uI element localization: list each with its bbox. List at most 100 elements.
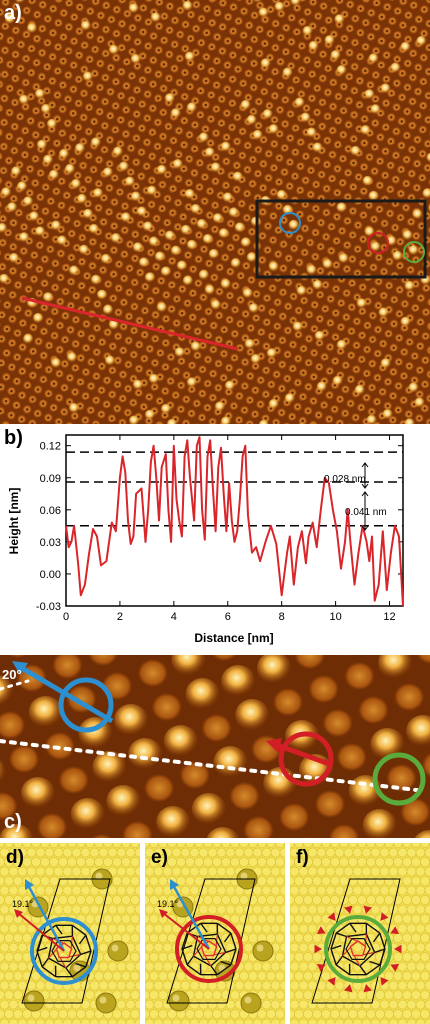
bright-molecule xyxy=(76,193,88,205)
substrate-atom xyxy=(357,895,367,905)
substrate-atom xyxy=(207,923,218,934)
line-profile-path xyxy=(21,296,239,351)
substrate-atom xyxy=(243,942,254,953)
bright-molecule xyxy=(10,166,22,177)
substrate-atom xyxy=(420,1009,430,1019)
substrate-atom xyxy=(316,866,327,877)
substrate-atom xyxy=(107,961,118,972)
substrate-atom xyxy=(130,990,140,1000)
substrate-atom xyxy=(149,876,159,886)
substrate-atom xyxy=(17,961,28,972)
red-triangle-marker xyxy=(380,977,389,986)
bright-molecule xyxy=(204,147,215,158)
substrate-atom xyxy=(352,999,363,1010)
substrate-atom xyxy=(270,999,281,1010)
substrate-atom xyxy=(225,885,236,896)
substrate-atom xyxy=(316,999,327,1010)
bright-molecule xyxy=(360,125,371,136)
substrate-atom xyxy=(207,866,218,877)
substrate-atom xyxy=(303,990,313,1000)
substrate-atom xyxy=(185,876,195,886)
red-triangle-marker xyxy=(394,944,402,954)
substrate-atom xyxy=(216,847,227,858)
substrate-atom xyxy=(257,914,267,924)
substrate-atom xyxy=(330,843,340,848)
molecule-bottom-pentagon xyxy=(349,940,367,957)
substrate-atom xyxy=(415,904,426,915)
bright-molecule xyxy=(66,352,78,363)
y-tick-label: 0.09 xyxy=(40,473,61,485)
bright-molecule xyxy=(212,213,223,224)
bright-molecule xyxy=(82,71,94,82)
substrate-atom xyxy=(239,857,249,867)
substrate-atom xyxy=(13,876,23,886)
substrate-atom xyxy=(13,843,23,848)
substrate-atom xyxy=(145,999,155,1010)
substrate-atom xyxy=(352,866,363,877)
substrate-atom xyxy=(266,933,276,943)
substrate-atom xyxy=(49,857,59,867)
substrate-atom xyxy=(411,843,421,848)
substrate-atom xyxy=(26,866,37,877)
substrate-atom xyxy=(167,933,177,943)
substrate-atom xyxy=(116,961,127,972)
bright-molecule xyxy=(170,245,182,256)
substrate-atom xyxy=(321,876,331,886)
adatom-sphere xyxy=(23,990,45,1012)
substrate-atom xyxy=(307,980,318,991)
substrate-atom xyxy=(257,843,267,848)
zoom-molecule xyxy=(92,751,127,783)
bright-molecule xyxy=(370,104,381,115)
substrate-atom xyxy=(406,942,417,953)
substrate-atom xyxy=(4,1009,14,1019)
substrate-atom xyxy=(185,1009,195,1019)
substrate-atom xyxy=(339,843,349,848)
substrate-atom xyxy=(275,914,285,924)
substrate-atom xyxy=(13,933,23,943)
annotation-group: 0.028 nm 0.041 nm xyxy=(324,462,387,531)
substrate-atom xyxy=(321,914,331,924)
bright-molecule xyxy=(300,112,311,123)
substrate-atom xyxy=(94,914,104,924)
substrate-atom xyxy=(294,952,304,962)
substrate-atom xyxy=(121,1009,131,1019)
substrate-atom xyxy=(4,876,14,886)
substrate-atom xyxy=(312,876,322,886)
bright-molecule xyxy=(204,284,216,296)
zoom-molecule xyxy=(336,743,367,771)
zoom-molecule xyxy=(211,655,237,661)
zoom-molecule xyxy=(44,732,75,760)
bright-molecule xyxy=(0,187,12,198)
substrate-atom xyxy=(402,876,412,886)
bright-molecule xyxy=(128,415,140,424)
blue-orientation-arrow-d xyxy=(26,884,66,952)
substrate-atom xyxy=(284,916,285,922)
bright-molecule xyxy=(414,397,425,408)
bright-molecule xyxy=(378,307,389,318)
bright-molecule xyxy=(324,35,335,46)
bright-molecule xyxy=(190,341,202,352)
zoom-molecule xyxy=(370,728,405,760)
y-tick-label: -0.03 xyxy=(36,601,61,613)
substrate-atom xyxy=(225,847,236,858)
substrate-atom xyxy=(98,961,109,972)
substrate-atom xyxy=(248,843,258,848)
substrate-atom xyxy=(4,990,14,1000)
substrate-atom xyxy=(130,876,140,886)
bright-molecule xyxy=(56,235,68,246)
substrate-atom xyxy=(420,952,430,962)
bright-molecule xyxy=(220,416,232,424)
substrate-atom xyxy=(198,904,209,915)
bright-molecule xyxy=(230,258,241,269)
bright-molecule xyxy=(92,188,104,199)
substrate-atom xyxy=(0,942,10,953)
x-tick-label: 12 xyxy=(383,611,395,623)
substrate-atom xyxy=(17,980,28,991)
molecule-top-hexagon xyxy=(51,940,77,962)
substrate-atom xyxy=(116,999,127,1010)
bright-molecule xyxy=(148,236,160,247)
bright-molecule xyxy=(276,189,287,201)
substrate-atom xyxy=(348,843,358,848)
substrate-atom xyxy=(248,971,258,981)
zoom-molecule xyxy=(315,790,345,818)
